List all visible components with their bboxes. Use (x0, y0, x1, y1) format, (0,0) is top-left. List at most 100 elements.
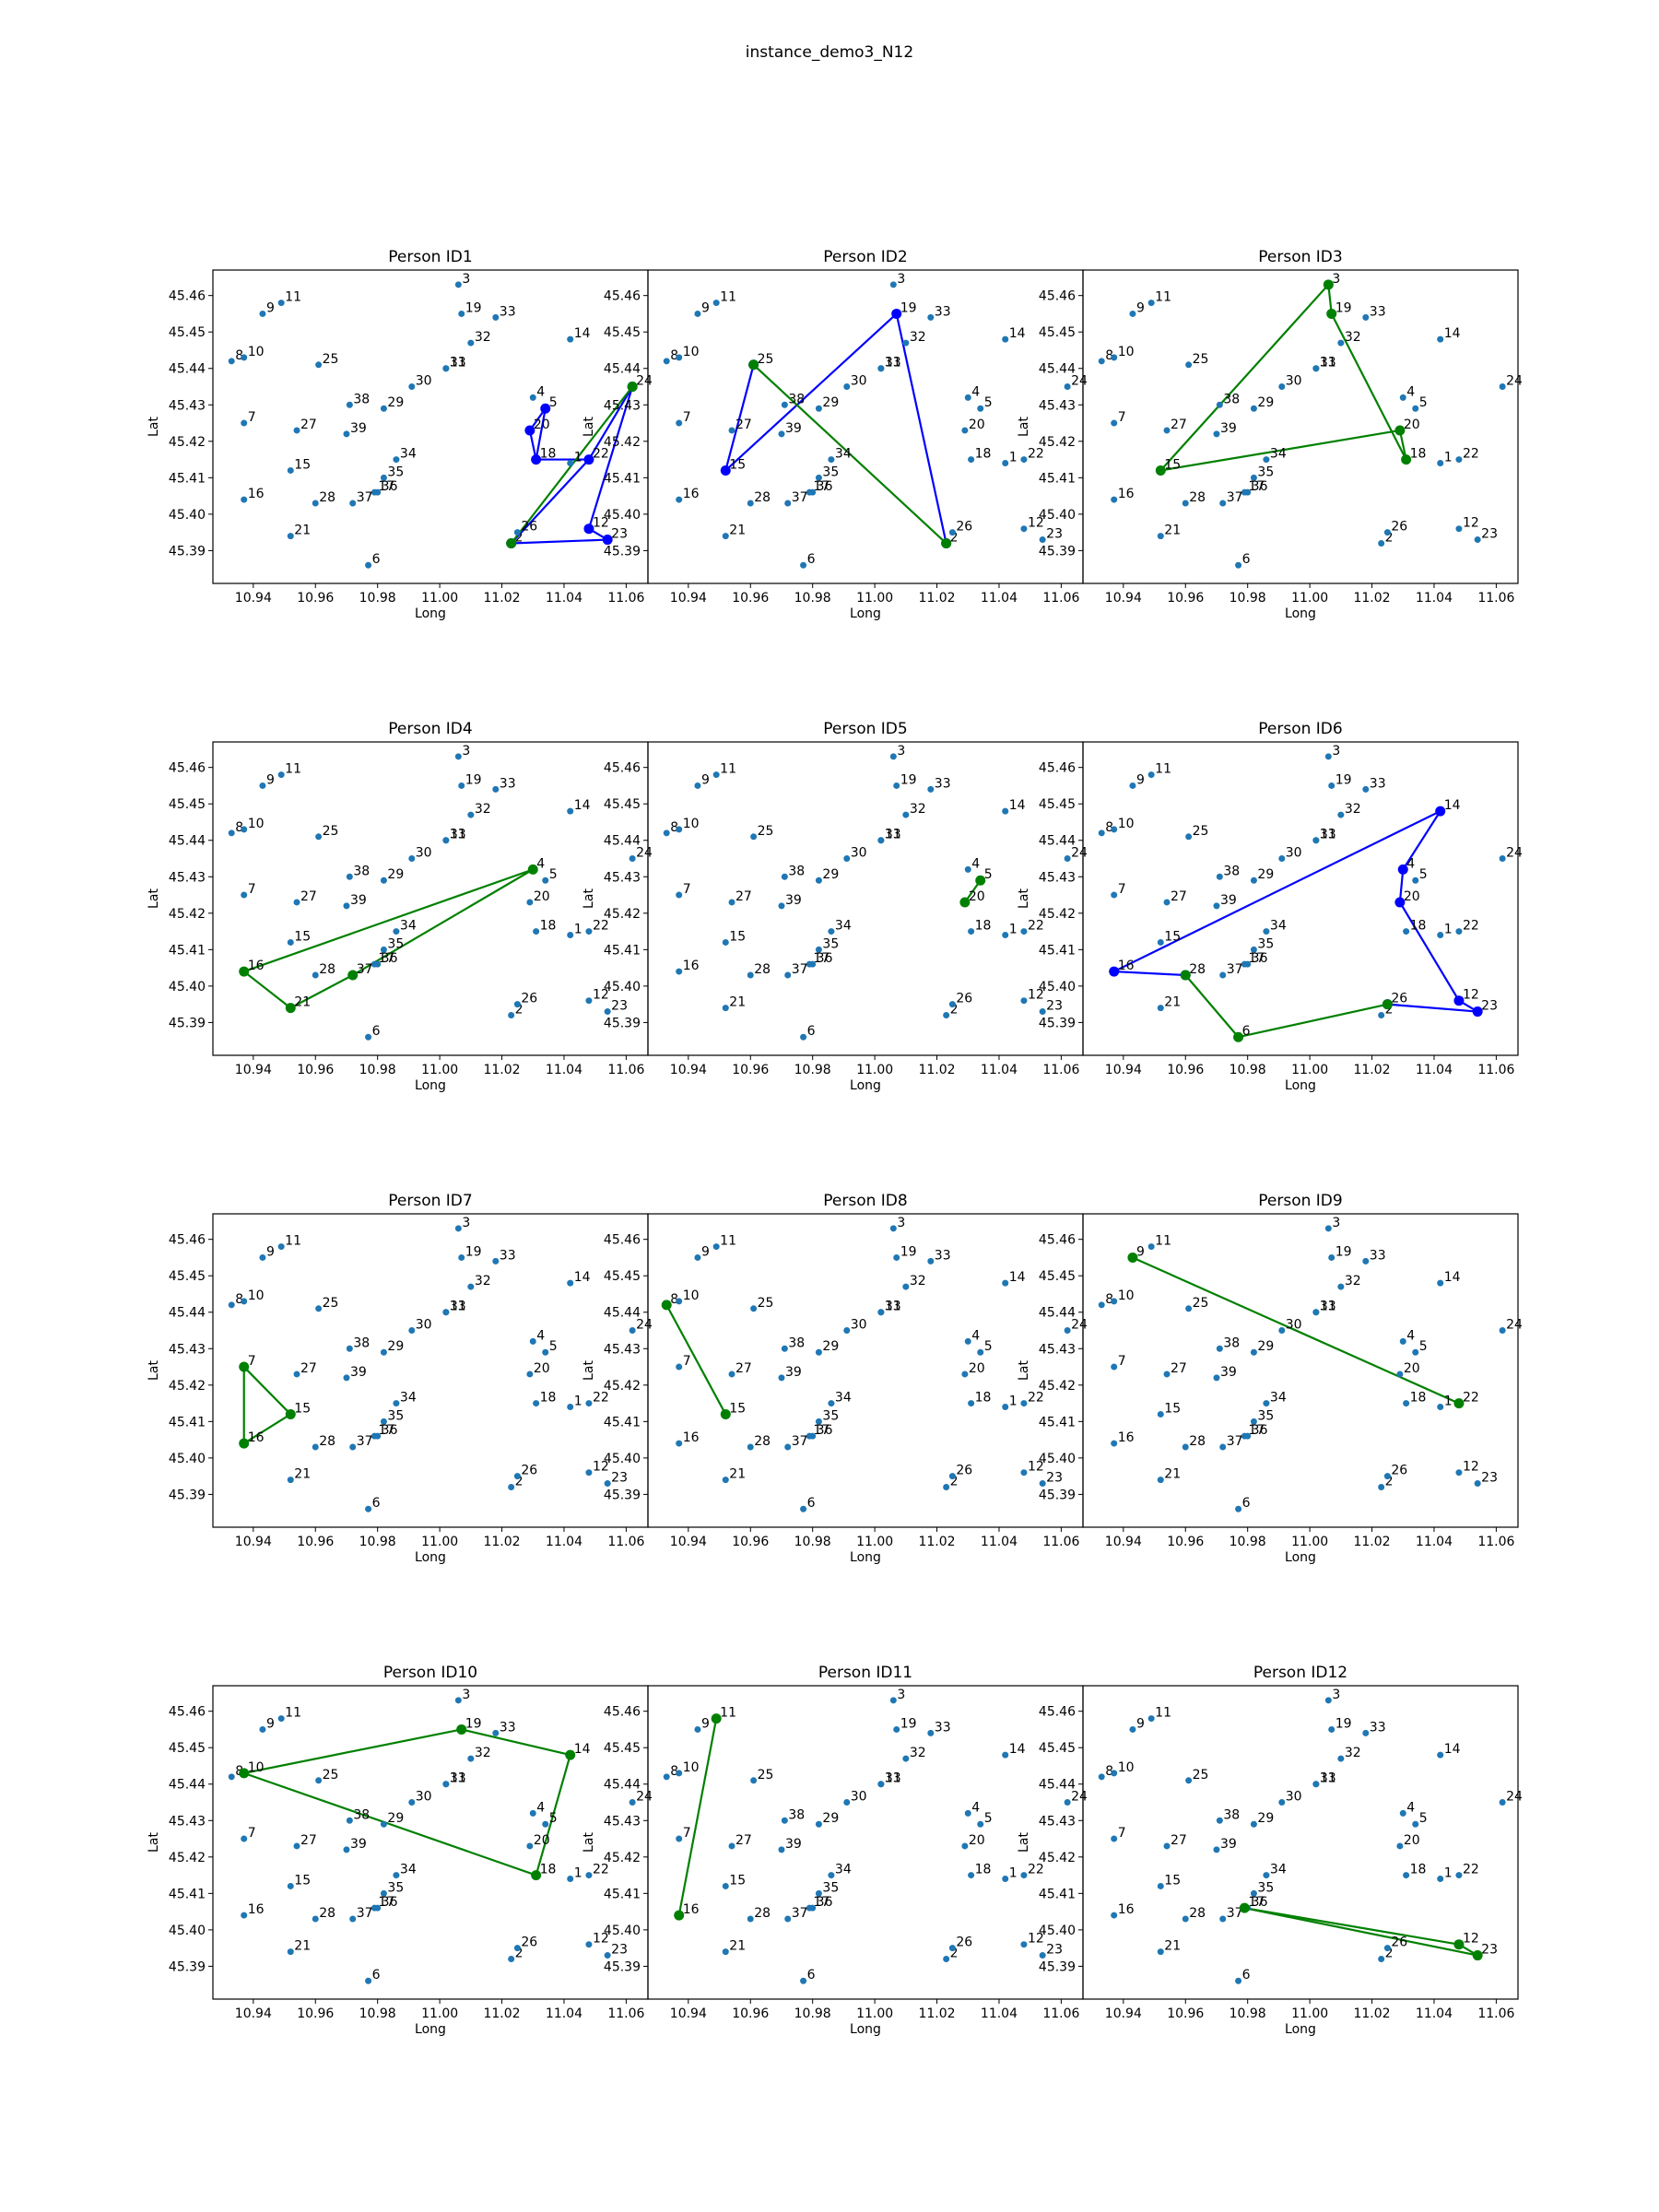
node-label: 4 (536, 1328, 545, 1343)
x-tick-label: 11.06 (1042, 2006, 1079, 2021)
blue-route-segment (724, 364, 755, 471)
green-route-segment (243, 1728, 462, 1774)
y-axis-label: Lat (147, 417, 161, 437)
node-point (1324, 1697, 1332, 1704)
green-route-segment (242, 1366, 292, 1416)
node-label: 3 (462, 272, 470, 287)
node-point (1129, 782, 1136, 789)
y-axis-label: Lat (1017, 417, 1031, 437)
node-point (312, 1443, 319, 1451)
node-label: 14 (1009, 1742, 1026, 1757)
node-label: 19 (1335, 300, 1352, 315)
node-point (241, 1298, 248, 1305)
node-label: 9 (1136, 1244, 1145, 1259)
y-tick-label: 45.40 (1039, 980, 1076, 994)
y-tick-label: 45.43 (169, 398, 206, 413)
node-point (1437, 1404, 1444, 1411)
node-label: 29 (387, 1339, 404, 1354)
node-label: 1 (574, 1866, 582, 1881)
node-label: 4 (1406, 1800, 1415, 1815)
node-point (747, 1443, 754, 1451)
x-tick-label: 10.98 (1230, 1063, 1266, 1077)
green-route-stop (959, 897, 971, 908)
x-tick-label: 10.96 (297, 591, 334, 606)
node-label: 16 (1118, 959, 1135, 973)
node-label: 10 (248, 1760, 265, 1775)
node-point (1455, 456, 1463, 464)
node-point (800, 1505, 807, 1512)
node-label: 33 (1370, 1248, 1386, 1263)
node-label: 11 (285, 290, 301, 305)
node-point (784, 500, 792, 507)
node-point (1263, 1872, 1270, 1879)
node-point (228, 830, 235, 837)
node-point (454, 281, 462, 288)
node-label: 14 (1009, 326, 1026, 341)
node-label: 33 (935, 776, 951, 791)
node-label: 2 (515, 531, 524, 546)
x-tick-label: 11.00 (1291, 1535, 1328, 1549)
node-label: 7 (248, 882, 256, 897)
green-route-stop (527, 864, 538, 875)
node-label: 15 (729, 1873, 746, 1888)
node-label: 37 (792, 1434, 808, 1449)
y-tick-label: 45.41 (169, 1887, 206, 1901)
x-axis-label: Long (850, 1550, 881, 1565)
node-point (1039, 536, 1046, 544)
node-label: 37 (357, 490, 373, 505)
node-point (1250, 1418, 1257, 1425)
node-point (492, 1257, 500, 1265)
node-point (843, 1799, 851, 1806)
node-label: 22 (1028, 919, 1044, 934)
node-point (809, 1904, 817, 1912)
node-label: 20 (534, 418, 550, 432)
node-label: 2 (515, 1003, 524, 1018)
blue-route-segment (1402, 810, 1441, 870)
node-point (676, 968, 683, 975)
node-point (349, 1443, 357, 1451)
y-tick-label: 45.42 (604, 1379, 641, 1394)
node-point (287, 938, 294, 946)
node-point (676, 1363, 683, 1371)
node-label: 21 (729, 1467, 746, 1482)
node-label: 3 (1332, 1216, 1340, 1230)
axes-frame (1082, 269, 1519, 584)
node-point (712, 300, 720, 307)
node-label: 2 (515, 1947, 524, 1961)
node-label: 4 (971, 1328, 980, 1343)
node-point (343, 902, 350, 910)
x-tick-label: 11.04 (546, 2006, 582, 2021)
node-label: 37 (792, 490, 808, 505)
blue-route-segment (1113, 970, 1186, 977)
node-label: 33 (500, 776, 516, 791)
node-label: 36 (1252, 1423, 1268, 1438)
y-tick-label: 45.44 (169, 362, 206, 377)
y-tick-label: 45.42 (604, 1851, 641, 1865)
node-label: 20 (1404, 1361, 1420, 1376)
y-tick-label: 45.42 (1039, 1851, 1076, 1865)
node-label: 22 (593, 919, 609, 934)
green-route-stop (456, 1724, 467, 1735)
node-point (1185, 833, 1193, 841)
x-tick-label: 10.96 (732, 591, 769, 606)
node-label: 27 (300, 1833, 317, 1848)
node-point (877, 365, 885, 372)
node-point (343, 430, 350, 438)
node-point (228, 1301, 235, 1309)
node-label: 25 (758, 352, 774, 367)
x-tick-label: 11.06 (1477, 2006, 1514, 2021)
node-label: 8 (235, 820, 243, 835)
x-tick-label: 10.94 (670, 591, 707, 606)
node-point (604, 1952, 611, 1959)
node-point (585, 997, 593, 1005)
y-tick-label: 45.45 (604, 1741, 641, 1756)
y-tick-label: 45.43 (604, 1342, 641, 1357)
node-point (1213, 902, 1220, 910)
node-label: 30 (416, 846, 432, 861)
node-label: 35 (387, 1880, 404, 1895)
node-point (676, 826, 683, 833)
blue-route-stop (891, 308, 902, 319)
node-point (902, 339, 910, 347)
node-label: 17 (1248, 1423, 1265, 1438)
node-point (728, 1842, 735, 1850)
